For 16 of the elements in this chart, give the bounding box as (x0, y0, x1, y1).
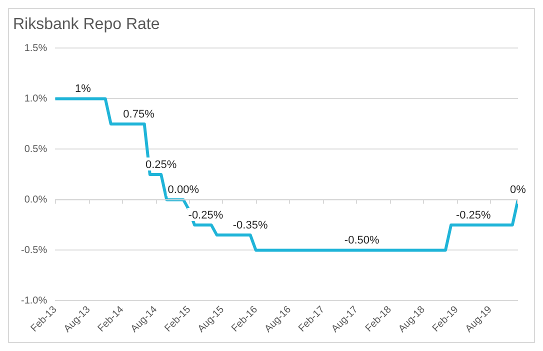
y-tick-label: 1.5% (24, 42, 48, 54)
annotation: -0.50% (344, 234, 380, 247)
annotation: 0.75% (123, 108, 155, 120)
y-tick-label: -1.0% (21, 295, 48, 306)
annotation: -0.25% (456, 209, 492, 222)
y-tick-label: 0.5% (24, 144, 48, 155)
annotation: 0.25% (145, 158, 177, 171)
annotation: 0.00% (168, 184, 200, 196)
annotation: 0% (510, 184, 526, 196)
y-tick-label: 0.0% (24, 194, 48, 206)
annotation: -0.25% (188, 209, 224, 222)
annotation: -0.35% (232, 220, 268, 232)
y-tick-label: -0.5% (21, 244, 48, 256)
chart-title: Riksbank Repo Rate (13, 16, 160, 34)
annotation: 1% (75, 83, 92, 96)
y-tick-label: 1.0% (24, 93, 48, 104)
